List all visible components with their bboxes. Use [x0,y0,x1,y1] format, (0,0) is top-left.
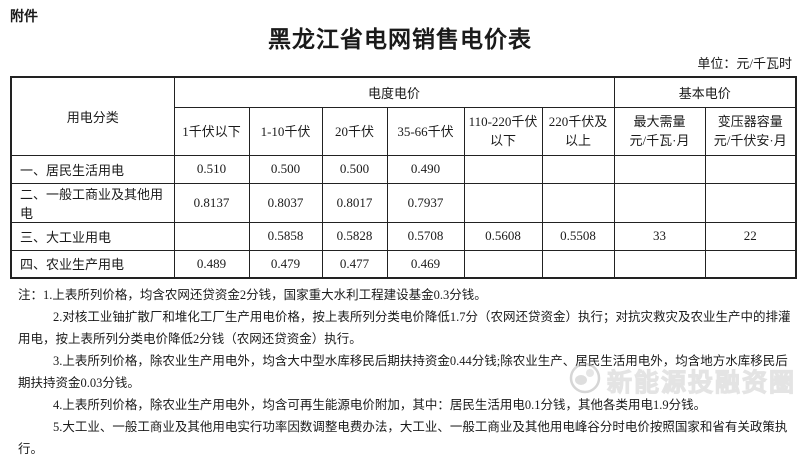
row-category: 三、大工业用电 [10,221,175,251]
price-cell: 0.479 [248,249,323,279]
footnote-1: 注：1.上表所列价格，均含农网还贷资金2分钱，国家重大水利工程建设基金0.3分钱… [18,288,487,302]
price-cell [704,182,797,223]
header-col-1-10kv: 1-10千伏 [248,106,323,156]
price-cell: 0.8017 [321,182,388,223]
price-cell [541,154,615,184]
header-col-20kv: 20千伏 [321,106,388,156]
price-cell: 0.8137 [173,182,250,223]
footnote-3: 3.上表所列价格，除农业生产用电外，均含大中型水库移民后期扶持资金0.44分钱;… [18,354,788,390]
page-title: 黑龙江省电网销售电价表 [268,27,532,52]
price-cell: 0.5508 [541,221,615,251]
header-max-demand-line1: 最大需量 [633,114,686,129]
price-cell: 0.469 [386,249,465,279]
attachment-label: 附件 [10,10,38,25]
price-cell: 0.8037 [248,182,323,223]
header-col-max-demand: 最大需量 元/千瓦·月 [613,106,706,156]
price-cell: 0.7937 [386,182,465,223]
price-cell [613,154,706,184]
footnotes: 注：1.上表所列价格，均含农网还贷资金2分钱，国家重大水利工程建设基金0.3分钱… [18,284,794,460]
footnote-5: 5.大工业、一般工商业及其他用电实行功率因数调整电费办法，大工业、一般工商业及其… [18,420,788,456]
header-category: 用电分类 [10,76,175,156]
price-cell [173,221,250,251]
price-cell [463,154,543,184]
price-cell [613,182,706,223]
table-row-general-commercial: 二、一般工商业及其他用电 0.8137 0.8037 0.8017 0.7937 [10,182,797,223]
table-row-large-industry: 三、大工业用电 0.5858 0.5828 0.5708 0.5608 0.55… [10,221,797,251]
header-col-transformer-capacity: 变压器容量 元/千伏安·月 [704,106,797,156]
unit-label: 单位：元/千瓦时 [697,56,792,71]
price-cell: 33 [613,221,706,251]
price-cell: 0.500 [321,154,388,184]
header-transformer-line2: 元/千伏安·月 [713,133,787,148]
table-row-agricultural: 四、农业生产用电 0.489 0.479 0.477 0.469 [10,249,797,279]
price-cell: 0.490 [386,154,465,184]
price-cell: 0.5828 [321,221,388,251]
price-cell: 0.5858 [248,221,323,251]
price-cell: 0.5608 [463,221,543,251]
footnote-2: 2.对核工业铀扩散厂和堆化工厂生产用电价格，按上表所列分类电价降低1.7分（农网… [18,310,791,346]
electricity-price-table: 用电分类 电度电价 基本电价 1千伏以下 1-10千伏 20千伏 35-66千伏… [10,76,798,279]
price-cell [541,249,615,279]
footnote-4: 4.上表所列价格，除农业生产用电外，均含可再生能源电价附加，其中：居民生活用电0… [53,398,707,412]
row-category: 四、农业生产用电 [10,249,175,279]
price-cell: 0.5708 [386,221,465,251]
document-page: { "page": { "attachment_label": "附件", "t… [10,10,798,456]
header-max-demand-line2: 元/千瓦·月 [629,133,690,148]
header-group-energy-price: 电度电价 [173,76,615,108]
price-cell: 0.489 [173,249,250,279]
header-col-220kv-above: 220千伏及以上 [541,106,615,156]
price-cell [463,182,543,223]
price-cell [613,249,706,279]
price-cell [463,249,543,279]
table-row-residential: 一、居民生活用电 0.510 0.500 0.500 0.490 [10,154,797,184]
price-cell: 0.500 [248,154,323,184]
price-cell: 22 [704,221,797,251]
header-col-35-66kv: 35-66千伏 [386,106,465,156]
price-cell: 0.510 [173,154,250,184]
header-transformer-line1: 变压器容量 [717,114,783,129]
price-cell [704,154,797,184]
header-group-basic-price: 基本电价 [613,76,797,108]
header-col-under-1kv: 1千伏以下 [173,106,250,156]
header-col-110-220kv: 110-220千伏以下 [463,106,543,156]
price-cell: 0.477 [321,249,388,279]
price-cell [541,182,615,223]
row-category: 二、一般工商业及其他用电 [10,182,175,223]
row-category: 一、居民生活用电 [10,154,175,184]
price-cell [704,249,797,279]
